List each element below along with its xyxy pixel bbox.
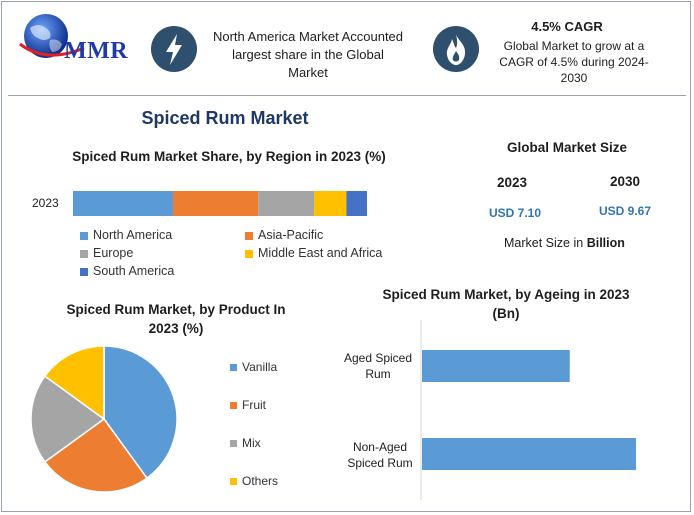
- legend-item-asia-pacific: Asia-Pacific: [245, 228, 323, 242]
- ageing-bar-non-aged: [422, 438, 636, 470]
- legend-item-others: Others: [230, 474, 278, 488]
- region-legend: North America Asia-Pacific Europe Middle…: [80, 228, 420, 282]
- region-bar-segment-middle-east-and-africa: [314, 191, 347, 216]
- legend-item-fruit: Fruit: [230, 398, 266, 412]
- legend-swatch: [80, 231, 88, 240]
- lightning-icon: [166, 34, 182, 65]
- ageing-category-aged: Aged Spiced Rum: [343, 351, 413, 381]
- legend-item-vanilla: Vanilla: [230, 360, 277, 374]
- market-size-year-2030: 2030: [610, 174, 641, 189]
- region-chart-title: Spiced Rum Market Share, by Region in 20…: [72, 149, 386, 164]
- region-highlight-text: North America Market Accounted largest s…: [212, 29, 404, 80]
- cagr-text: Global Market to grow at a CAGR of 4.5% …: [499, 39, 649, 85]
- globe-icon: [19, 14, 85, 58]
- market-size-unit: Market Size in Billion: [504, 236, 625, 250]
- pie-slice-others: [43, 345, 105, 421]
- logo-text: MMR: [64, 38, 129, 64]
- ageing-bar-chart: [420, 320, 636, 500]
- logo: MMR: [16, 10, 138, 70]
- region-bar-segment-asia-pacific: [172, 191, 259, 216]
- ageing-category-non-aged: Non-Aged Spiced Rum: [347, 440, 413, 470]
- product-legend: Vanilla Fruit Mix Others: [230, 358, 320, 492]
- main-title: Spiced Rum Market: [141, 108, 309, 128]
- legend-item-north-america: North America: [80, 228, 172, 242]
- legend-item-south-america: South America: [80, 264, 174, 278]
- region-bar-segment-north-america: [73, 191, 173, 216]
- legend-swatch: [245, 249, 253, 258]
- legend-item-middle-east-africa: Middle East and Africa: [245, 246, 382, 260]
- region-stacked-bar: [73, 191, 367, 216]
- legend-item-europe: Europe: [80, 246, 133, 260]
- cagr-title: 4.5% CAGR: [531, 19, 603, 34]
- lightning-icon-badge: [151, 26, 197, 72]
- flame-icon: [446, 34, 466, 65]
- legend-swatch: [230, 364, 237, 372]
- market-size-value-2023: USD 7.10: [489, 206, 542, 220]
- legend-swatch: [230, 402, 237, 410]
- flame-icon-badge: [433, 26, 479, 72]
- header-divider: [8, 95, 686, 96]
- pie-slice-fruit: [43, 417, 148, 493]
- ageing-chart-title: Spiced Rum Market, by Ageing in 2023 (Bn…: [382, 287, 630, 321]
- product-pie-chart: [30, 345, 178, 493]
- ageing-bar-aged: [422, 350, 570, 382]
- legend-swatch: [80, 267, 88, 276]
- region-chart-category-label: 2023: [32, 196, 59, 210]
- legend-swatch: [230, 478, 237, 486]
- market-size-title: Global Market Size: [506, 140, 628, 155]
- legend-item-mix: Mix: [230, 436, 261, 450]
- legend-swatch: [80, 249, 88, 258]
- pie-slice-mix: [30, 375, 106, 463]
- market-size-year-2023: 2023: [497, 175, 528, 190]
- legend-swatch: [230, 440, 237, 448]
- product-chart-title: Spiced Rum Market, by Product In 2023 (%…: [66, 302, 286, 336]
- region-bar-segment-europe: [258, 191, 315, 216]
- pie-slice-vanilla: [103, 345, 178, 480]
- legend-swatch: [245, 231, 253, 240]
- market-size-value-2030: USD 9.67: [599, 204, 652, 218]
- region-bar-segment-south-america: [346, 191, 367, 216]
